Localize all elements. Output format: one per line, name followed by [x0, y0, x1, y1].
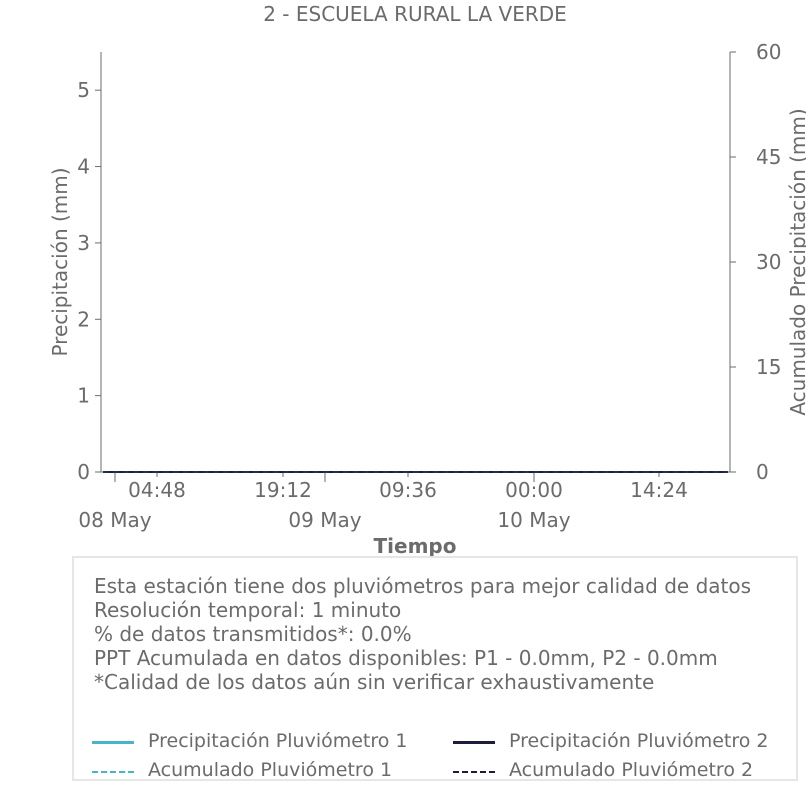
- date-label: 10 May: [497, 508, 570, 532]
- y-tick-label: 3: [77, 231, 90, 255]
- legend-swatch-a2: [453, 771, 495, 773]
- date-label: 08 May: [78, 508, 151, 532]
- legend-label-p2: Precipitación Pluviómetro 2: [509, 730, 769, 752]
- legend-label-a1: Acumulado Pluviómetro 1: [148, 759, 393, 781]
- info-line-accumulated: PPT Acumulada en datos disponibles: P1 -…: [94, 646, 718, 670]
- date-label: 09 May: [288, 508, 361, 532]
- y2-tick-label: 45: [756, 145, 781, 169]
- right-y-ticks: 0 15 30 45 60: [730, 40, 781, 484]
- x-tick-label: 19:12: [254, 478, 312, 502]
- left-y-ticks: 0 1 2 3 4 5: [77, 78, 101, 484]
- x-tick-label: 14:24: [630, 478, 688, 502]
- y-tick-label: 2: [77, 307, 90, 331]
- info-line-transmitted: % de datos transmitidos*: 0.0%: [94, 622, 412, 646]
- legend-label-a2: Acumulado Pluviómetro 2: [509, 759, 754, 781]
- legend-label-p1: Precipitación Pluviómetro 1: [148, 730, 408, 752]
- x-tick-label: 04:48: [128, 478, 186, 502]
- y2-tick-label: 15: [756, 355, 781, 379]
- info-line-quality-note: *Calidad de los datos aún sin verificar …: [94, 670, 655, 694]
- y-tick-label: 0: [77, 460, 90, 484]
- y2-tick-label: 30: [756, 250, 781, 274]
- y-tick-label: 1: [77, 384, 90, 408]
- x-axis-label: Tiempo: [374, 534, 457, 556]
- y-axis-label: Precipitación (mm): [48, 167, 72, 356]
- legend-swatch-p1: [92, 741, 134, 744]
- chart-title: 2 - ESCUELA RURAL LA VERDE: [263, 2, 567, 26]
- y2-tick-label: 0: [756, 460, 769, 484]
- info-box: Esta estación tiene dos pluviómetros par…: [72, 556, 798, 781]
- y2-axis-label: Acumulado Precipitación (mm): [786, 108, 806, 415]
- legend-swatch-p2: [453, 741, 495, 744]
- y-tick-label: 5: [77, 78, 90, 102]
- info-line-two-gauges: Esta estación tiene dos pluviómetros par…: [94, 574, 752, 598]
- y2-tick-label: 60: [756, 40, 781, 64]
- y-tick-label: 4: [77, 155, 90, 179]
- info-text: Esta estación tiene dos pluviómetros par…: [94, 574, 751, 694]
- info-line-resolution: Resolución temporal: 1 minuto: [94, 598, 402, 622]
- x-tick-label: 09:36: [379, 478, 437, 502]
- legend-swatch-a1: [92, 771, 134, 773]
